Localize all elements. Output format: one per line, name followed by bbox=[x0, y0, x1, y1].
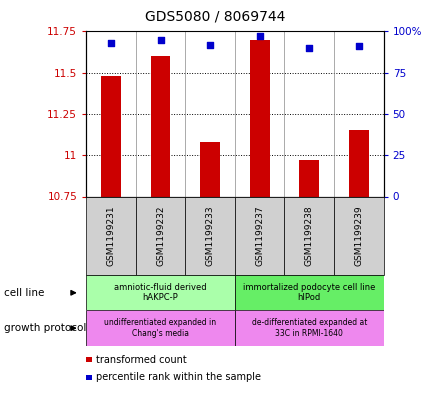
Bar bbox=[86, 357, 92, 362]
Text: GSM1199239: GSM1199239 bbox=[353, 206, 362, 266]
Text: cell line: cell line bbox=[4, 288, 45, 298]
Text: percentile rank within the sample: percentile rank within the sample bbox=[96, 372, 261, 382]
Text: amniotic-fluid derived
hAKPC-P: amniotic-fluid derived hAKPC-P bbox=[114, 283, 206, 303]
Text: GSM1199231: GSM1199231 bbox=[106, 206, 115, 266]
Bar bbox=[298, 160, 318, 196]
Text: GDS5080 / 8069744: GDS5080 / 8069744 bbox=[145, 10, 285, 24]
Bar bbox=[348, 130, 368, 196]
Text: GSM1199237: GSM1199237 bbox=[255, 206, 264, 266]
Text: undifferentiated expanded in
Chang's media: undifferentiated expanded in Chang's med… bbox=[104, 318, 216, 338]
Bar bbox=[234, 196, 284, 275]
Text: growth protocol: growth protocol bbox=[4, 323, 86, 333]
Point bbox=[108, 40, 114, 46]
Bar bbox=[234, 275, 383, 310]
Bar bbox=[150, 56, 170, 196]
Text: GSM1199238: GSM1199238 bbox=[304, 206, 313, 266]
Bar bbox=[200, 142, 219, 196]
Bar bbox=[333, 196, 383, 275]
Text: de-differentiated expanded at
33C in RPMI-1640: de-differentiated expanded at 33C in RPM… bbox=[251, 318, 366, 338]
Bar bbox=[135, 196, 185, 275]
Text: transformed count: transformed count bbox=[96, 354, 187, 365]
Bar bbox=[284, 196, 333, 275]
Point bbox=[354, 43, 361, 50]
Text: GSM1199232: GSM1199232 bbox=[156, 206, 165, 266]
Bar bbox=[234, 310, 383, 346]
Point bbox=[305, 45, 312, 51]
Point bbox=[157, 37, 163, 43]
Text: immortalized podocyte cell line
hIPod: immortalized podocyte cell line hIPod bbox=[243, 283, 375, 303]
Bar bbox=[249, 40, 269, 197]
Bar bbox=[101, 76, 120, 196]
Text: GSM1199233: GSM1199233 bbox=[205, 206, 214, 266]
Bar bbox=[86, 310, 234, 346]
Bar bbox=[185, 196, 234, 275]
Bar bbox=[86, 275, 234, 310]
Point bbox=[255, 33, 262, 40]
Bar bbox=[86, 375, 92, 380]
Bar bbox=[86, 196, 135, 275]
Point bbox=[206, 42, 213, 48]
